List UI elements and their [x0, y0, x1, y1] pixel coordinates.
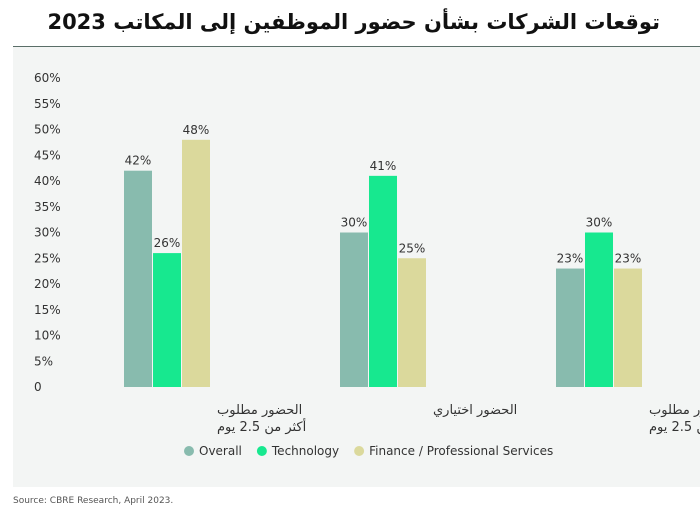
- y-tick-label: 15%: [34, 303, 61, 317]
- source-note: Source: CBRE Research, April 2023.: [13, 496, 174, 506]
- y-tick-label: 5%: [34, 354, 53, 368]
- bar-finance-professional-services-0: [182, 139, 210, 387]
- bar-finance-professional-services-2: [614, 268, 642, 387]
- data-label: 23%: [615, 252, 642, 266]
- y-tick-label: 30%: [34, 226, 61, 240]
- legend-swatch: [354, 446, 365, 456]
- y-tick-label: 25%: [34, 251, 61, 265]
- y-tick-label: 50%: [34, 123, 61, 137]
- y-tick-label: 40%: [34, 174, 61, 188]
- legend-swatch: [256, 446, 267, 456]
- bar-finance-professional-services-1: [398, 258, 426, 387]
- y-tick-label: 60%: [34, 71, 61, 85]
- y-tick-label: 55%: [34, 97, 61, 111]
- chart-panel: 0 5% 10% 15% 20% 25% 30% 35% 40% 45% 50% 55% 60% 42% 3…: [13, 47, 700, 487]
- category-label: الحضور اختياري: [433, 403, 517, 418]
- data-label: 23%: [557, 252, 584, 266]
- legend-label: Technology: [271, 444, 339, 458]
- data-label: 25%: [399, 241, 426, 255]
- y-tick-label: 0: [34, 380, 42, 394]
- y-tick-label: 20%: [34, 277, 61, 291]
- chart-title: توقعات الشركات بشأن حضور الموظفين إلى ال…: [47, 10, 660, 34]
- bar-overall-0: [124, 170, 152, 387]
- legend-label: Overall: [199, 444, 242, 458]
- bar-technology-0: [153, 253, 181, 387]
- category-label: أقل من 2.5 يوم: [649, 418, 700, 435]
- bar-overall-1: [340, 232, 368, 387]
- bar-overall-2: [556, 268, 584, 387]
- y-tick-label: 45%: [34, 148, 61, 162]
- bar-chart: 0 5% 10% 15% 20% 25% 30% 35% 40% 45% 50% 55% 60% 42% 3…: [34, 71, 700, 458]
- title-divider: [13, 46, 700, 47]
- bar-technology-1: [369, 175, 397, 387]
- data-label: 30%: [586, 216, 613, 230]
- data-label: 48%: [183, 123, 210, 137]
- category-label: الحضور مطلوب: [217, 403, 302, 418]
- category-label: أكثر من 2.5 يوم: [217, 418, 306, 435]
- data-label: 30%: [341, 216, 368, 230]
- data-label: 42%: [125, 154, 152, 168]
- data-label: 26%: [154, 236, 181, 250]
- data-label: 41%: [370, 159, 397, 173]
- y-tick-label: 10%: [34, 329, 61, 343]
- legend-swatch: [184, 446, 194, 456]
- category-label: الحضور مطلوب: [649, 403, 700, 418]
- bar-technology-2: [585, 232, 613, 387]
- y-tick-label: 35%: [34, 200, 61, 214]
- legend-label: Finance / Professional Services: [369, 444, 553, 458]
